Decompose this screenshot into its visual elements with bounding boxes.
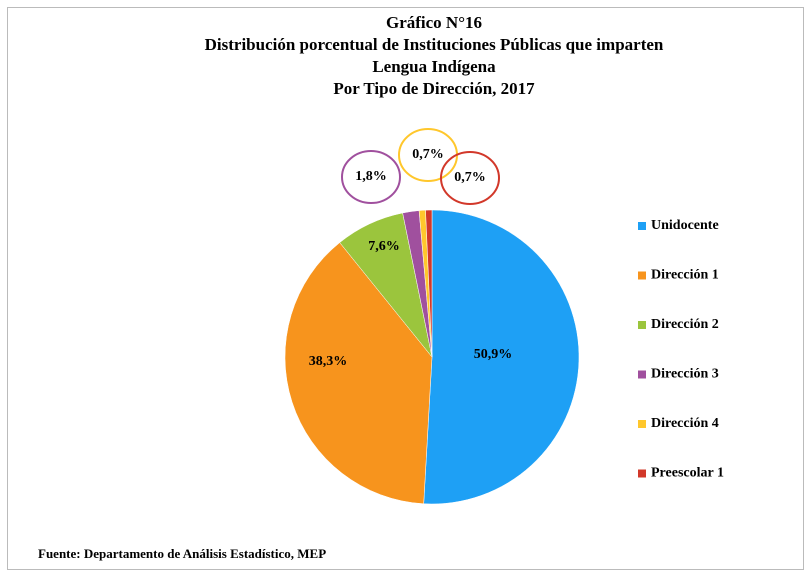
legend-swatch [638,370,646,379]
legend-swatch [638,222,646,230]
callout-circle [341,150,401,204]
data-label: 38,3% [309,354,348,369]
callout-circle [440,151,500,205]
data-label: 50,9% [474,347,513,362]
source-note: Fuente: Departamento de Análisis Estadís… [38,546,326,561]
chart-title: Lengua Indígena [372,57,496,76]
legend-swatch [638,469,646,478]
data-label: 0,7% [412,147,444,162]
legend-label: Dirección 2 [651,317,719,332]
pie-slice [423,209,580,505]
pie-slice [425,209,433,358]
legend-label: Unidocente [651,218,719,233]
legend-swatch [638,321,646,329]
legend-label: Dirección 3 [651,367,719,382]
legend-swatch [638,420,646,428]
chart-title: Por Tipo de Dirección, 2017 [333,79,535,98]
data-label: 7,6% [368,239,400,254]
pie-slice [284,242,433,505]
legend-label: Dirección 1 [651,268,719,283]
chart-title: Distribución porcentual de Instituciones… [205,35,664,54]
data-label: 1,8% [355,169,387,184]
data-label: 0,7% [454,170,486,185]
chart-title: Gráfico N°16 [386,13,482,32]
legend-swatch [638,271,646,280]
legend-label: Preescolar 1 [651,466,724,481]
legend-label: Dirección 4 [651,416,719,431]
